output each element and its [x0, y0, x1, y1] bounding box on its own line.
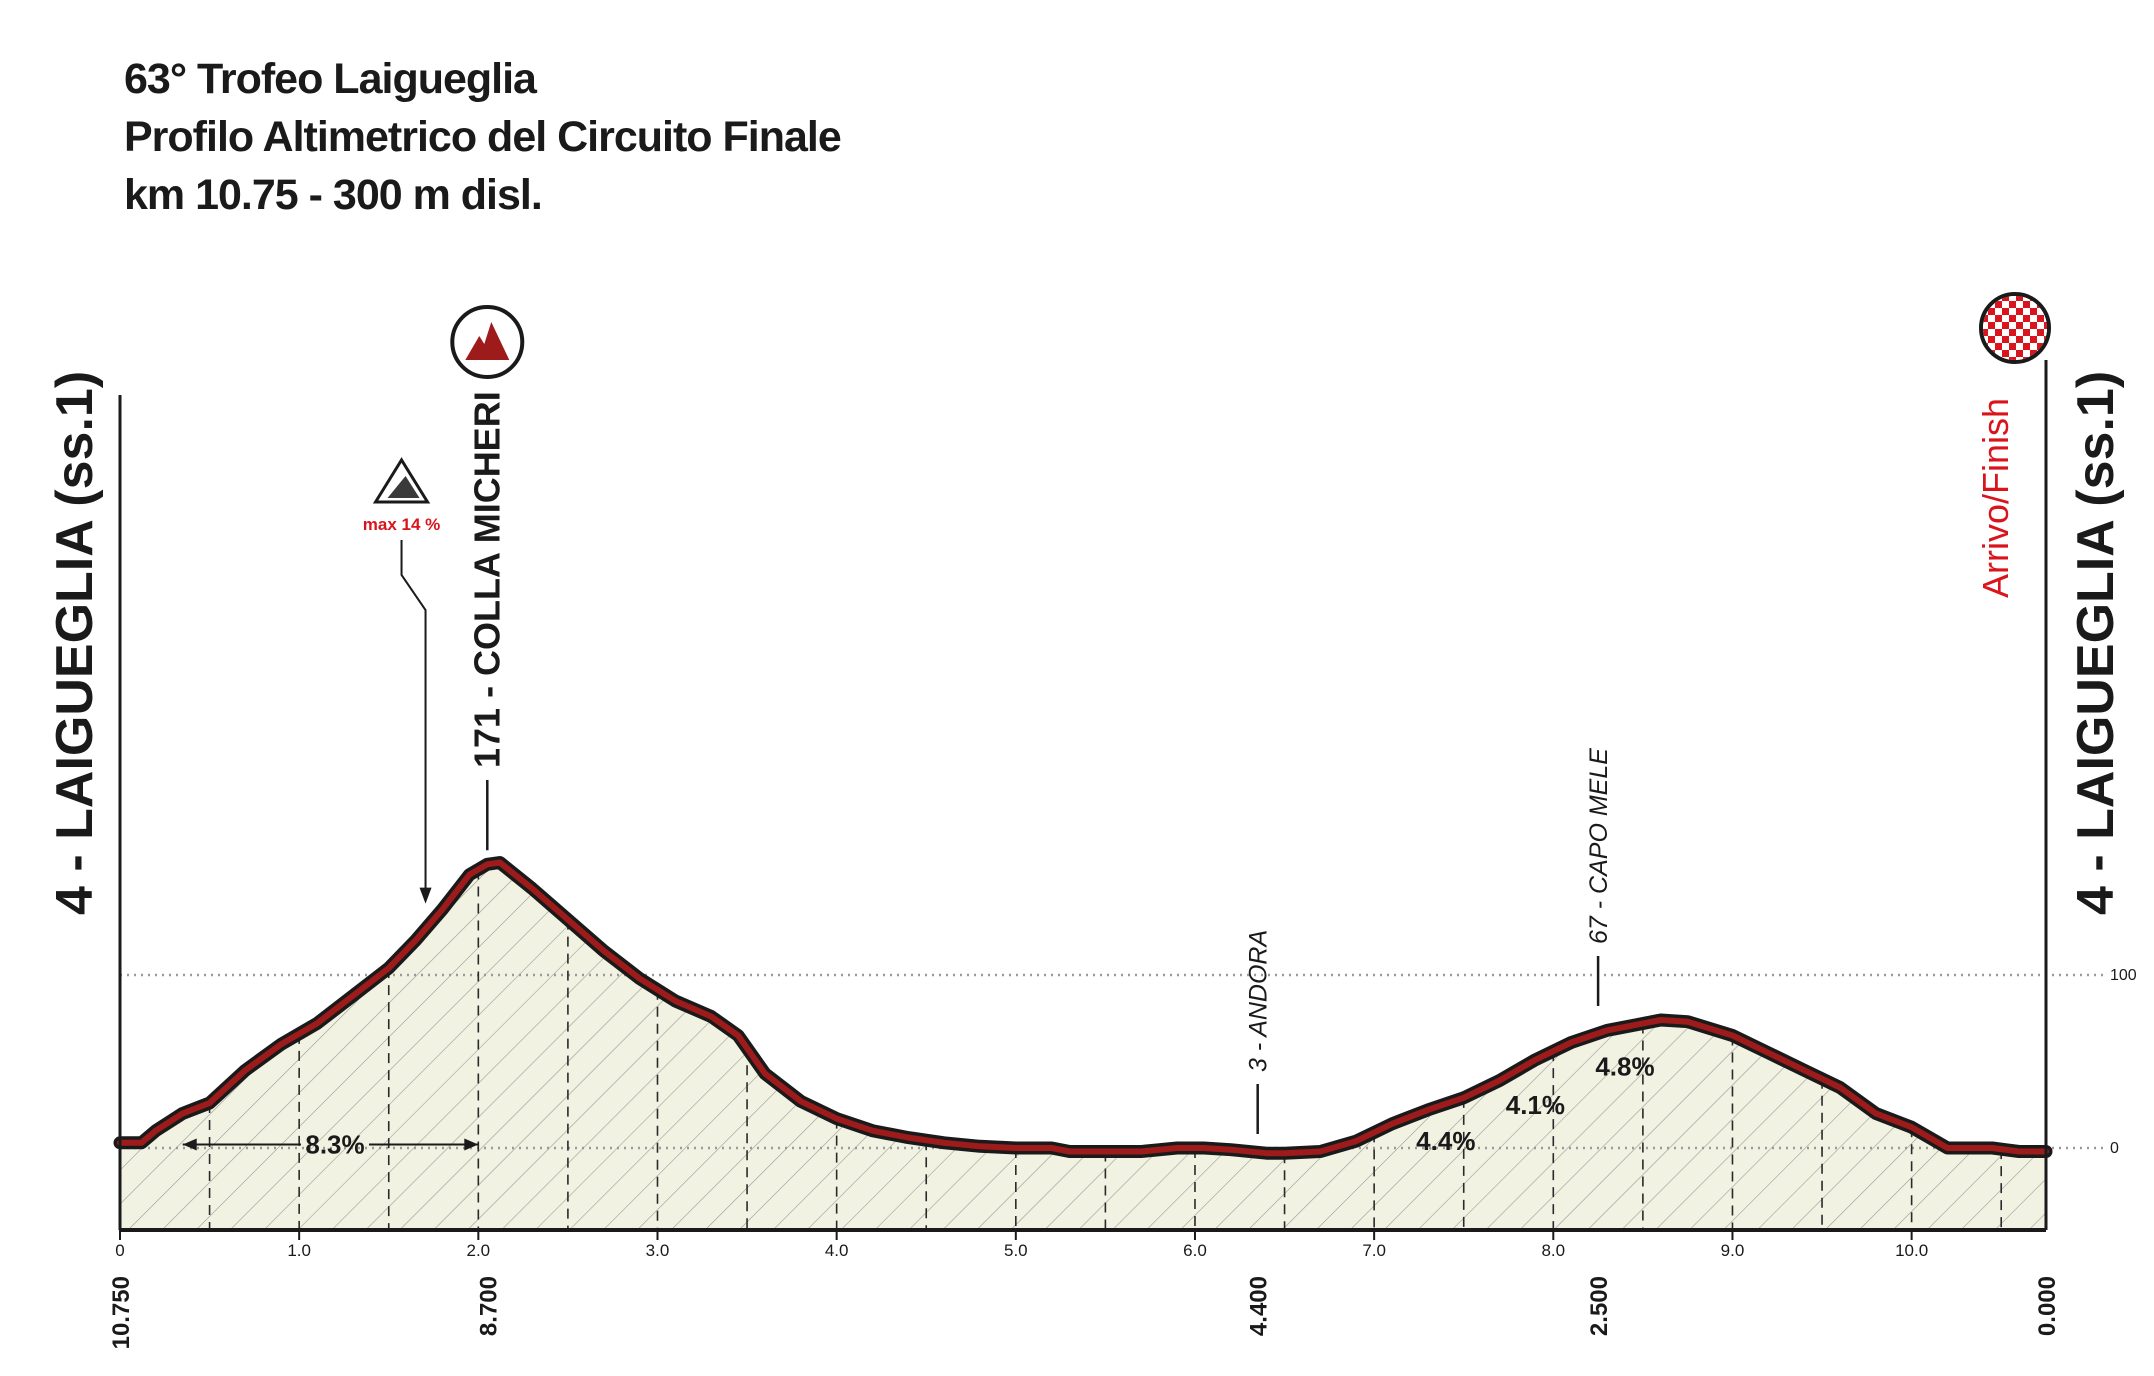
x-tick-label: 2.0	[467, 1241, 491, 1260]
gradient-label: 4.4%	[1416, 1126, 1475, 1156]
profile-line	[117, 859, 2049, 1157]
y-tick-label: 0	[2110, 1140, 2119, 1157]
x-tick-label: 1.0	[287, 1241, 311, 1260]
finish-place-label: 4 - LAIGUEGLIA (ss.1)	[2067, 371, 2125, 915]
checkered-flag-icon	[1983, 296, 2047, 360]
place-label: 67 - CAPO MELE	[1585, 748, 1613, 944]
km-to-go-label: 0.000	[2034, 1276, 2061, 1336]
gradient-span-arrow-right	[464, 1138, 479, 1151]
x-tick-label: 4.0	[825, 1241, 849, 1260]
x-tick-label: 8.0	[1541, 1241, 1565, 1260]
x-tick-label: 10.0	[1895, 1241, 1928, 1260]
gradient-label: 4.1%	[1506, 1090, 1565, 1120]
km-to-go-label: 10.750	[108, 1276, 135, 1349]
max-gradient-pointer	[400, 540, 427, 896]
mountain-gpm-icon	[465, 322, 510, 360]
title-block: 63° Trofeo Laigueglia Profilo Altimetric…	[124, 50, 842, 224]
steep-climb-inner-icon	[387, 476, 420, 498]
max-gradient-label: max 14 %	[363, 515, 441, 534]
km-to-go-label: 8.700	[475, 1276, 502, 1336]
y-tick-label: 100	[2110, 967, 2137, 984]
x-tick-label: 5.0	[1004, 1241, 1028, 1260]
x-tick-label: 6.0	[1183, 1241, 1207, 1260]
profile-subtitle: Profilo Altimetrico del Circuito Finale	[124, 113, 842, 161]
start-place-label: 4 - LAIGUEGLIA (ss.1)	[46, 371, 104, 915]
x-tick-label: 7.0	[1362, 1241, 1386, 1260]
km-to-go-label: 4.400	[1246, 1276, 1273, 1336]
place-label: 171 - COLLA MICHERI	[466, 391, 507, 768]
gradient-span-arrow-left	[182, 1138, 197, 1151]
x-tick-label: 9.0	[1721, 1241, 1745, 1260]
gradient-label: 4.8%	[1595, 1052, 1654, 1082]
km-to-go-label: 2.500	[1586, 1276, 1613, 1336]
max-gradient-arrowhead	[419, 887, 432, 904]
race-title: 63° Trofeo Laigueglia	[124, 55, 537, 103]
finish-word-label: Arrivo/Finish	[1975, 398, 2016, 598]
distance-elevation-subtitle: km 10.75 - 300 m disl.	[124, 171, 543, 219]
x-tick-label: 0	[115, 1241, 124, 1260]
x-tick-label: 3.0	[646, 1241, 670, 1260]
place-label: 3 - ANDORA	[1245, 930, 1273, 1072]
gradient-label: 8.3%	[305, 1130, 364, 1160]
